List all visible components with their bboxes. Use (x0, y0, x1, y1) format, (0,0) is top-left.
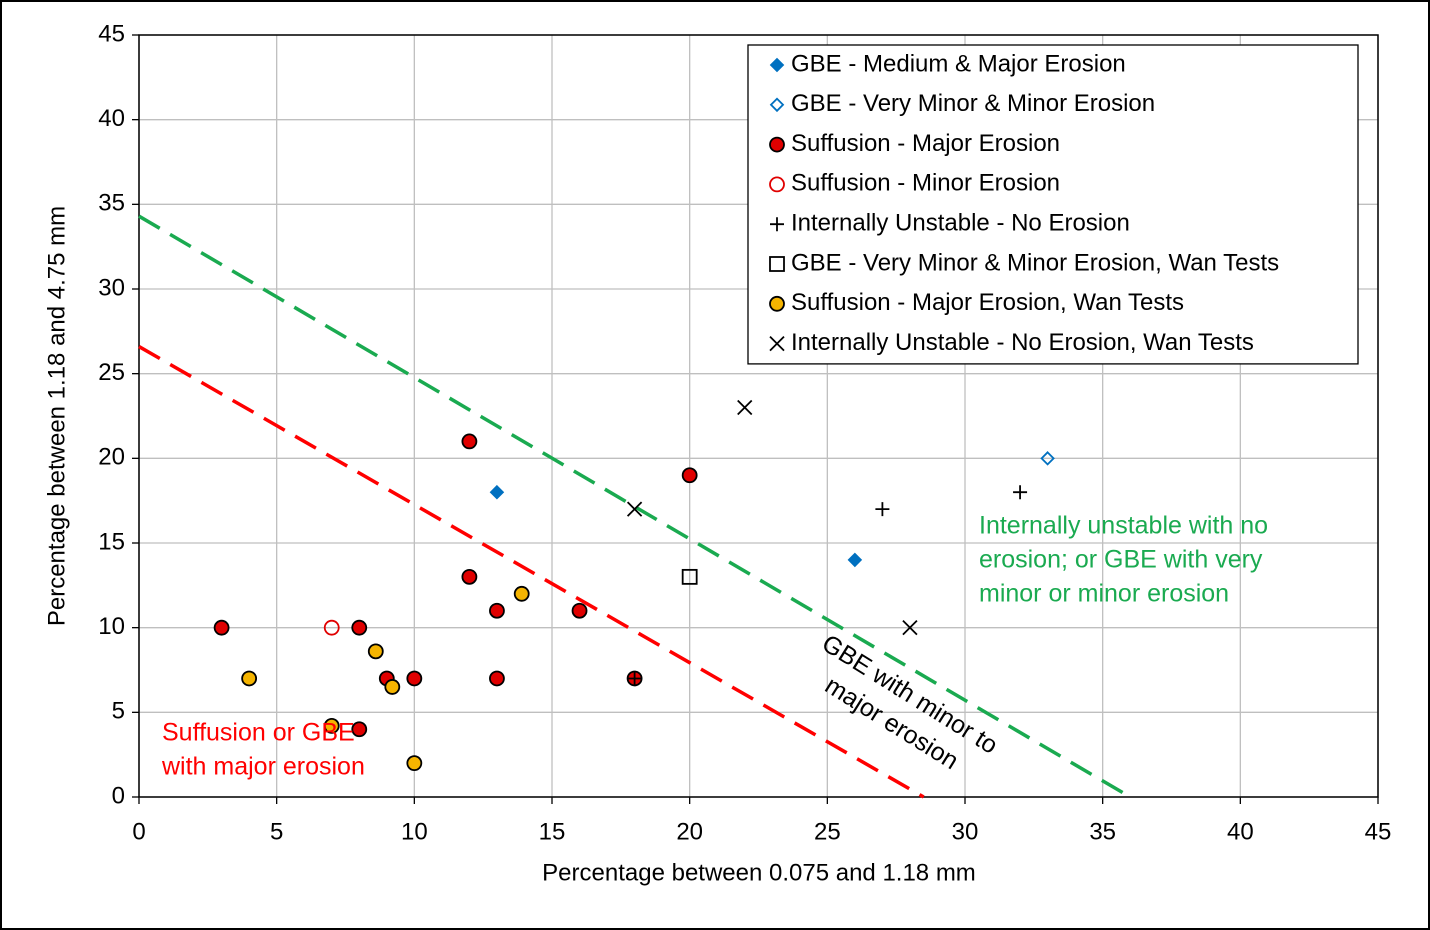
point (406, 670, 423, 687)
legend-marker (769, 335, 785, 352)
y-tick-label: 0 (112, 782, 125, 809)
y-tick-label: 10 (98, 613, 125, 640)
x-tick-label: 5 (270, 818, 283, 845)
point (461, 433, 478, 450)
y-tick-label: 15 (98, 528, 125, 555)
x-tick-label: 15 (539, 818, 566, 845)
legend-label: Suffusion - Minor Erosion (791, 170, 1060, 197)
x-tick-label: 20 (676, 818, 703, 845)
point (513, 585, 530, 602)
legend-marker (770, 217, 784, 232)
legend-label: Internally Unstable - No Erosion, Wan Te… (791, 329, 1254, 356)
point (351, 619, 368, 636)
y-tick-label: 25 (98, 359, 125, 386)
y-tick-label: 20 (98, 444, 125, 471)
y-tick-label: 35 (98, 190, 125, 217)
annotation: Suffusion or GBE with major erosion (161, 719, 365, 781)
point (367, 643, 384, 660)
x-tick-label: 25 (814, 818, 841, 845)
point (902, 620, 918, 636)
legend-label: Suffusion - Major Erosion, Wan Tests (791, 289, 1184, 316)
annotation-text: Internally unstable with no (979, 512, 1268, 540)
point (681, 467, 698, 484)
x-axis-label: Percentage between 0.075 and 1.18 mm (542, 859, 976, 886)
point (681, 568, 698, 585)
x-tick-label: 0 (132, 818, 145, 845)
boundary-line (138, 345, 925, 799)
legend-marker (769, 176, 785, 193)
point (323, 717, 340, 734)
annotation-text: erosion; or GBE with very (979, 546, 1263, 574)
point (875, 502, 890, 517)
point (626, 501, 643, 517)
point (384, 679, 401, 695)
annotation-text: minor or minor erosion (979, 580, 1229, 608)
point (406, 755, 423, 772)
point (627, 671, 642, 686)
x-tick-label: 35 (1089, 818, 1116, 845)
legend-marker (769, 256, 785, 272)
point (213, 619, 230, 636)
x-tick-label: 45 (1365, 818, 1392, 845)
x-tick-label: 10 (401, 818, 428, 845)
point (737, 399, 753, 416)
y-tick-label: 40 (98, 105, 125, 132)
legend-box (747, 44, 1359, 365)
annotation: Internally unstable with no erosion; or G… (979, 512, 1268, 608)
x-tick-label: 40 (1227, 818, 1254, 845)
legend-label: GBE - Medium & Major Erosion (791, 50, 1126, 77)
legend-label: Internally Unstable - No Erosion (791, 210, 1130, 237)
legend-label: GBE - Very Minor & Minor Erosion, Wan Te… (791, 249, 1279, 276)
legend-label: GBE - Very Minor & Minor Erosion (791, 90, 1155, 117)
point (323, 619, 340, 636)
legend-marker (769, 97, 785, 113)
annotation-text: with major erosion (161, 753, 365, 781)
point (571, 602, 588, 619)
x-tick-label: 30 (952, 818, 979, 845)
point (489, 670, 505, 687)
legend-marker (769, 136, 785, 153)
y-tick-label: 5 (112, 698, 125, 725)
point (241, 670, 258, 687)
legend-marker (769, 295, 785, 312)
y-tick-label: 30 (98, 274, 125, 301)
annotation-text: Suffusion or GBE (162, 719, 355, 747)
point (847, 552, 863, 568)
point (1013, 485, 1028, 500)
boundary-line (138, 214, 1132, 799)
y-tick-label: 45 (98, 20, 125, 47)
point (489, 602, 505, 619)
legend-label: Suffusion - Major Erosion (791, 130, 1060, 157)
point (1040, 451, 1055, 466)
point (489, 484, 505, 500)
point (461, 568, 478, 585)
point (351, 721, 368, 738)
legend-marker (769, 57, 785, 73)
plot-frame (138, 34, 1379, 798)
y-axis-label: Percentage between 1.18 and 4.75 mm (43, 206, 70, 626)
